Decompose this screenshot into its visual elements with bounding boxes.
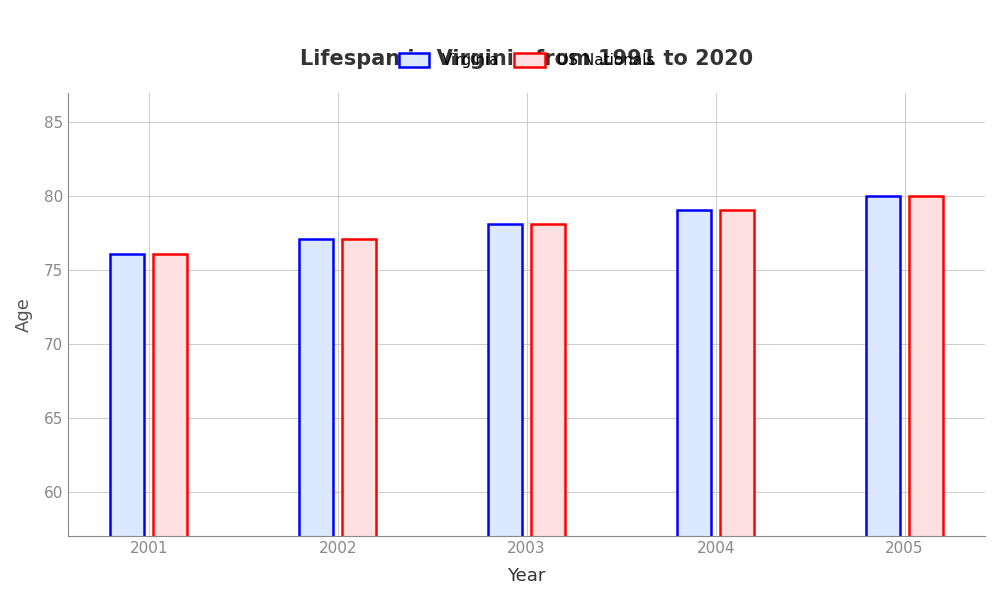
Bar — [110, 254, 144, 600]
Y-axis label: Age: Age — [15, 297, 33, 332]
X-axis label: Year: Year — [507, 567, 546, 585]
Bar — [153, 254, 187, 600]
Bar — [299, 239, 333, 600]
Legend: Virginia, US Nationals: Virginia, US Nationals — [393, 47, 661, 74]
Bar — [531, 224, 565, 600]
Bar — [342, 239, 376, 600]
Bar — [488, 224, 522, 600]
Bar — [720, 209, 754, 600]
Bar — [866, 196, 900, 600]
Bar — [677, 209, 711, 600]
Title: Lifespan in Virginia from 1991 to 2020: Lifespan in Virginia from 1991 to 2020 — [300, 49, 753, 69]
Bar — [909, 196, 943, 600]
